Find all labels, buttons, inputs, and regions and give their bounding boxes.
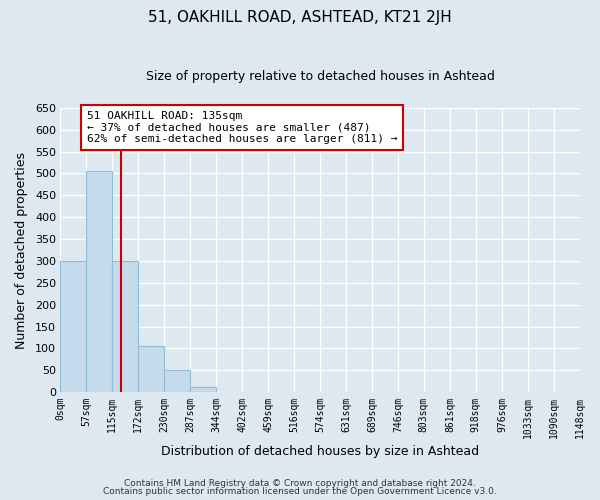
Text: 51, OAKHILL ROAD, ASHTEAD, KT21 2JH: 51, OAKHILL ROAD, ASHTEAD, KT21 2JH [148,10,452,25]
Text: 51 OAKHILL ROAD: 135sqm
← 37% of detached houses are smaller (487)
62% of semi-d: 51 OAKHILL ROAD: 135sqm ← 37% of detache… [87,111,397,144]
Bar [60,261,86,392]
Y-axis label: Number of detached properties: Number of detached properties [15,152,28,348]
Bar [190,386,216,392]
Bar [138,346,164,393]
Bar [112,261,138,392]
Bar [164,370,190,392]
Bar [86,171,112,392]
X-axis label: Distribution of detached houses by size in Ashtead: Distribution of detached houses by size … [161,444,479,458]
Text: Contains public sector information licensed under the Open Government Licence v3: Contains public sector information licen… [103,487,497,496]
Title: Size of property relative to detached houses in Ashtead: Size of property relative to detached ho… [146,70,494,83]
Text: Contains HM Land Registry data © Crown copyright and database right 2024.: Contains HM Land Registry data © Crown c… [124,478,476,488]
